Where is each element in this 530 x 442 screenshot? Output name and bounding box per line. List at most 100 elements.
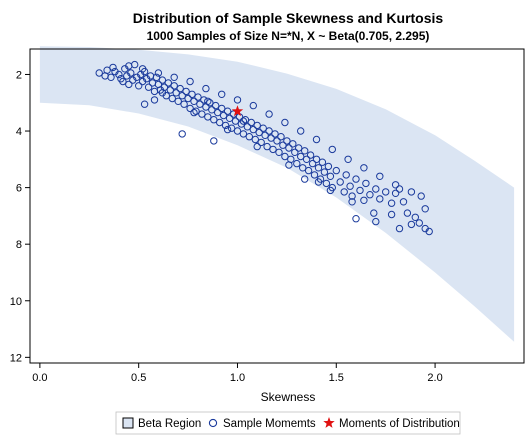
sample-moment-point [223,107,232,115]
sample-moment-point [328,145,336,154]
sample-moment-point [340,188,348,196]
sample-moment-point [249,101,258,110]
sample-moment-point [184,94,192,103]
sample-moment-point [295,144,303,152]
sample-moment-point [291,148,299,157]
sample-moment-point [281,118,289,127]
sample-moment-point [210,116,218,124]
sample-moment-point [174,97,182,106]
y-axis: 2 4 6 8 10 12 [10,69,30,364]
sample-moment-point [304,166,313,175]
sample-moment-point [214,108,222,117]
legend-frame [115,411,461,435]
sample-moment-point [239,130,248,138]
sample-moment-point [253,121,261,130]
sample-moment-point [257,138,265,147]
sample-moment-point [202,84,210,93]
sample-moment-point [127,69,135,77]
sample-moment-point [247,118,256,127]
sample-moment-point [318,158,327,166]
legend-beta-region-swatch [122,417,134,429]
sample-moment-point [218,90,226,99]
sample-moments-points [95,60,433,236]
sample-moment-point [320,168,329,176]
sample-moment-point [204,97,212,106]
sample-moment-point [279,141,287,149]
y-tick-label: 6 [16,183,22,195]
sample-moment-point [166,86,175,94]
x-tick-label: 1.0 [230,372,245,384]
sample-moment-point [346,182,354,190]
y-tick-label: 10 [10,296,22,308]
distribution-moment-marker [231,105,244,117]
sample-moment-point [206,99,214,107]
sample-moment-point [376,195,384,203]
sample-moment-point [212,101,220,110]
sample-moment-point [95,69,103,77]
y-tick-label: 4 [16,126,22,138]
sample-moment-point [170,82,178,90]
y-tick-label: 2 [16,69,22,81]
x-tick-label: 1.5 [329,372,344,384]
sample-moment-point [275,148,283,157]
sample-moment-point [119,77,127,86]
sample-moment-point [391,189,400,198]
sample-moment-point [308,159,317,168]
sample-moment-point [255,128,263,137]
sample-moment-point [387,210,396,219]
sample-moment-point [366,191,374,199]
sample-moment-point [312,155,321,164]
sample-moment-point [154,69,163,77]
sample-moment-point [125,80,133,89]
sample-moment-point [241,116,250,124]
sample-moment-point [135,82,143,90]
sample-moment-point [285,144,293,152]
sample-moment-point [407,220,416,229]
sample-moment-point [243,123,252,131]
plot-frame [29,48,525,364]
sample-moment-point [273,137,281,145]
x-tick-label: 0.0 [32,372,47,384]
sample-moment-point [370,209,378,217]
sample-moment-point [336,178,344,186]
sample-moment-point [403,209,412,217]
legend-beta-region-label: Beta Region [138,418,201,430]
sample-moment-point [399,198,408,206]
sample-moment-point [356,186,364,195]
x-tick-label: 2.0 [427,372,442,384]
beta-region-band [39,46,515,342]
sample-moment-point [198,110,206,118]
sample-moment-point [178,92,186,100]
y-tick-label: 12 [10,352,22,364]
y-tick-label: 8 [16,239,22,251]
sample-moment-point [109,63,117,72]
sample-moment-point [285,161,293,169]
legend-moments-of-distribution-label: Moments of Distribution [339,418,460,430]
legend: Beta Region Sample Momemts Moments of Di… [115,411,461,435]
sample-moment-point [190,97,198,106]
sample-moment-point [249,125,258,134]
sample-moment-point [271,130,279,138]
sample-moment-point [372,217,380,226]
sample-moment-point [360,164,368,172]
sample-moment-point [310,171,319,179]
sample-moment-point [299,164,307,172]
sample-moment-point [395,185,404,193]
sample-moment-point [301,175,309,183]
x-axis-label: Skewness [261,390,316,404]
sample-moment-point [348,192,356,200]
sample-moment-point [182,87,190,96]
sample-moment-point [387,199,396,207]
sample-moment-point [267,134,275,142]
moments-of-distribution-star [231,105,244,117]
sample-moment-point [417,192,425,200]
sample-moment-point [326,172,335,181]
sample-moment-point [362,179,370,188]
sample-moment-point [293,159,301,168]
sample-moment-point [344,155,352,164]
sample-moment-point [138,65,147,73]
chart-subtitle: 1000 Samples of Size N=*N, X ~ Beta(0.70… [147,29,430,43]
sample-moment-point [382,188,390,196]
sample-moment-point [221,121,230,130]
x-axis: 0.0 0.5 1.0 1.5 2.0 [32,363,443,384]
